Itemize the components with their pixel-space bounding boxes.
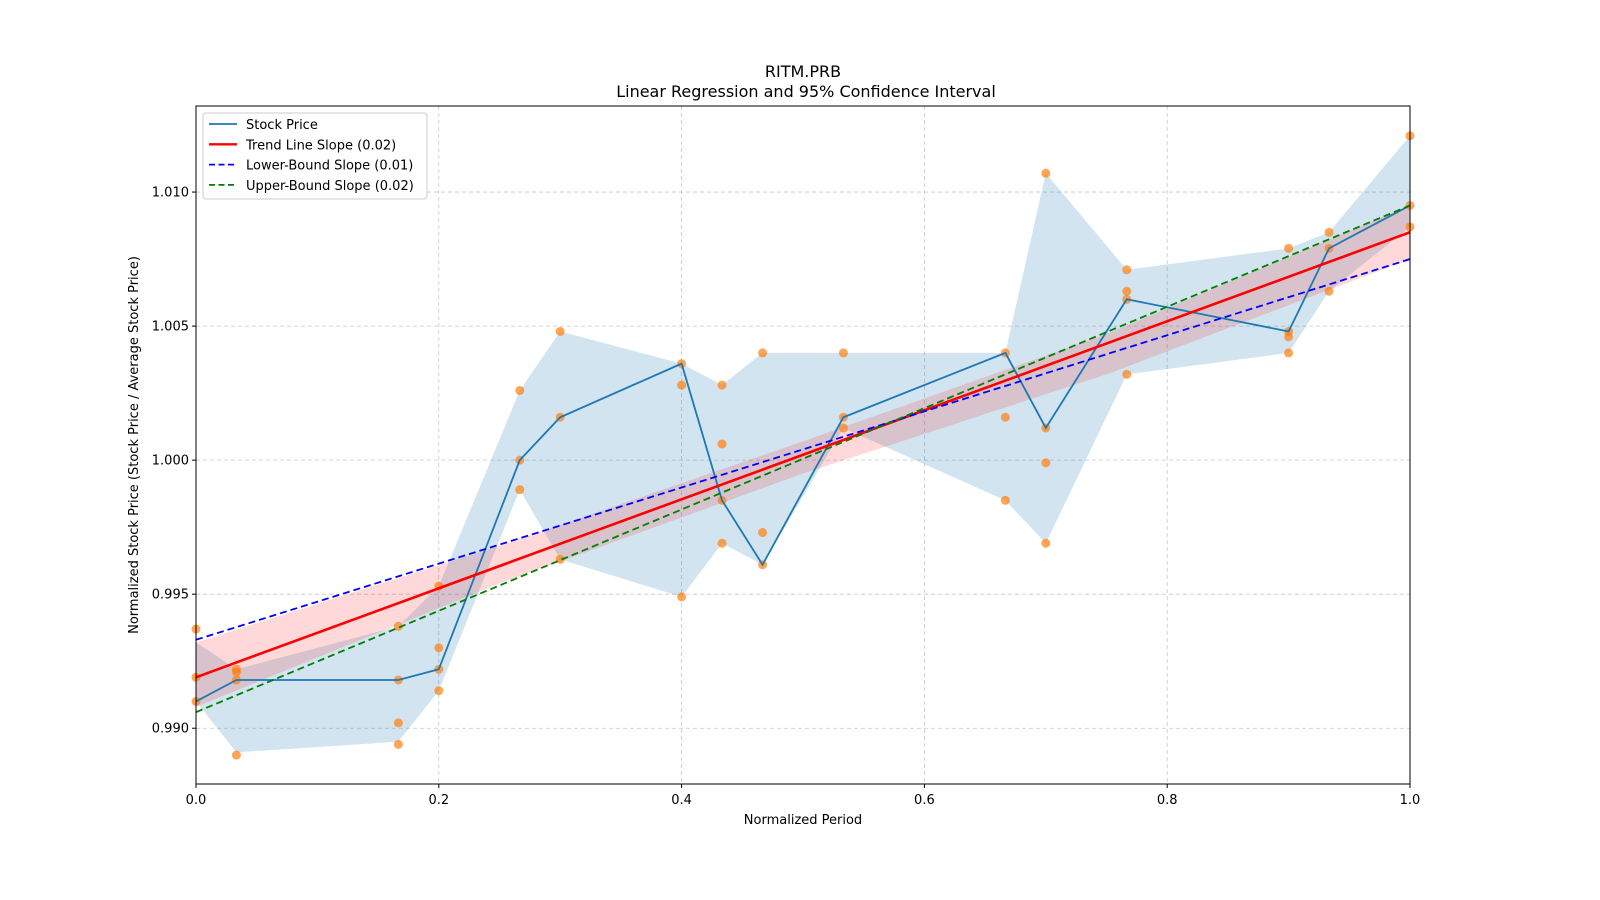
legend-label: Stock Price	[246, 118, 318, 133]
x-tick-label: 1.0	[1400, 793, 1421, 808]
grid	[195, 106, 1411, 784]
scatter-point	[758, 528, 768, 538]
scatter-point	[677, 380, 687, 390]
scatter-point	[434, 643, 444, 653]
scatter-point	[717, 439, 727, 449]
legend: Stock Price Trend Line Slope (0.02) Lower-…	[202, 112, 428, 200]
scatter-point	[1041, 168, 1051, 178]
line-layer	[195, 204, 1411, 713]
scatter-point	[838, 348, 848, 358]
legend-label: Lower-Bound Slope (0.01)	[246, 159, 413, 174]
scatter-point	[1041, 458, 1051, 468]
scatter-point	[515, 485, 525, 495]
scatter-point	[1122, 369, 1132, 379]
y-axis: 0.990 0.995 1.000 1.005 1.010	[152, 186, 196, 737]
scatter-point	[717, 380, 727, 390]
scatter-point	[231, 750, 241, 760]
trend-line	[195, 231, 1411, 679]
chart-subtitle: Linear Regression and 95% Confidence Int…	[616, 82, 996, 101]
y-tick-label: 1.000	[152, 454, 189, 469]
upper-bound-line	[195, 204, 1411, 713]
scatter-point	[1324, 286, 1334, 296]
scatter-point	[555, 326, 565, 336]
plot-frame	[195, 105, 1411, 785]
scatter-point	[1284, 243, 1294, 253]
x-tick-label: 0.0	[186, 793, 207, 808]
envelope-layer	[196, 135, 1410, 753]
scatter-point	[1284, 348, 1294, 358]
scatter-point	[393, 718, 403, 728]
scatter-point	[393, 621, 403, 631]
x-axis: 0.0 0.2 0.4 0.6 0.8 1.0	[186, 784, 1421, 808]
scatter-point	[515, 385, 525, 395]
scatter-point	[838, 423, 848, 433]
scatter-point	[555, 554, 565, 564]
x-tick-label: 0.8	[1157, 793, 1178, 808]
chart-title: RITM.PRB	[765, 62, 841, 81]
scatter-point	[1324, 227, 1334, 237]
legend-box	[202, 112, 428, 200]
x-tick-label: 0.2	[428, 793, 449, 808]
y-tick-label: 0.995	[152, 588, 189, 603]
price-envelope-area	[196, 135, 1410, 753]
scatter-point	[231, 667, 241, 677]
x-tick-label: 0.4	[671, 793, 692, 808]
x-tick-label: 0.6	[914, 793, 935, 808]
x-axis-label: Normalized Period	[744, 813, 862, 828]
y-tick-label: 1.005	[152, 320, 189, 335]
scatter-point	[1122, 286, 1132, 296]
scatter-point	[677, 592, 687, 602]
stock-price-line	[195, 204, 1411, 703]
y-tick-label: 1.010	[152, 186, 189, 201]
scatter-point	[1041, 538, 1051, 548]
scatter-point	[1122, 265, 1132, 275]
legend-label: Upper-Bound Slope (0.02)	[246, 179, 414, 194]
legend-label: Trend Line Slope (0.02)	[245, 138, 396, 153]
y-axis-label: Normalized Stock Price (Stock Price / Av…	[127, 256, 142, 634]
scatter-point	[758, 348, 768, 358]
scatter-point	[1284, 332, 1294, 342]
scatter-point	[1000, 412, 1010, 422]
scatter-point	[1000, 495, 1010, 505]
scatter-point	[717, 538, 727, 548]
scatter-point	[393, 739, 403, 749]
scatter-point	[434, 686, 444, 696]
lower-bound-line	[195, 258, 1411, 641]
y-tick-label: 0.990	[152, 722, 189, 737]
